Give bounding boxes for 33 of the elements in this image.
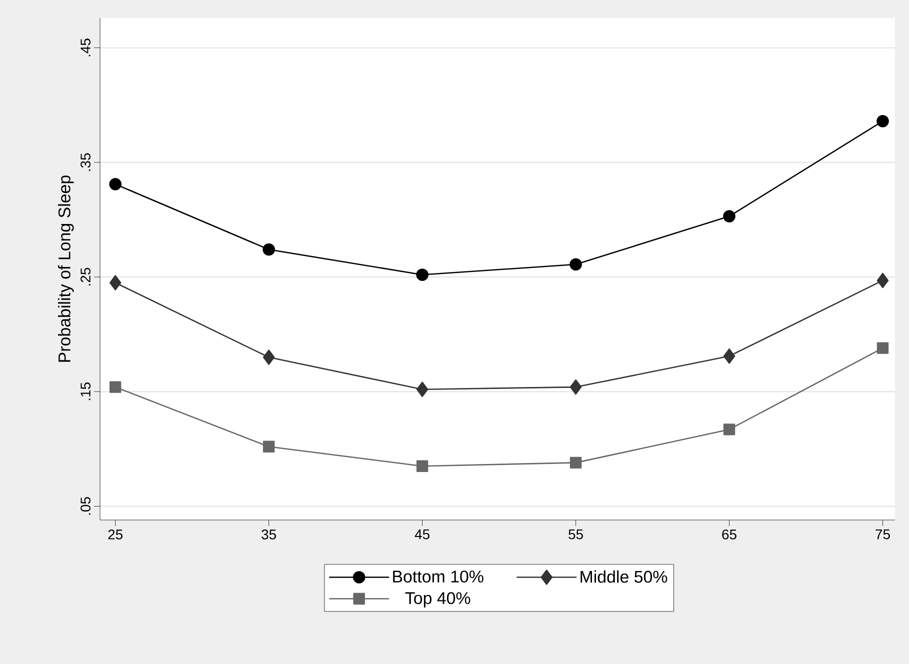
legend-label: Top 40% bbox=[405, 592, 470, 608]
x-tick-label: 65 bbox=[722, 530, 736, 540]
y-tick-label: .15 bbox=[80, 382, 90, 400]
point bbox=[723, 210, 736, 222]
y-tick-label: .35 bbox=[80, 153, 90, 171]
point bbox=[723, 424, 736, 436]
x-tick-label: 35 bbox=[262, 530, 276, 540]
y-axis-title: Probability of Long Sleep bbox=[58, 176, 74, 362]
legend-label: Bottom 10% bbox=[393, 570, 484, 583]
y-tick-label: .25 bbox=[80, 268, 90, 286]
x-tick-label: 25 bbox=[108, 530, 123, 540]
point bbox=[876, 272, 889, 288]
x-tick-label: 55 bbox=[568, 530, 583, 540]
point bbox=[416, 382, 428, 397]
y-tick-label: .05 bbox=[80, 497, 90, 515]
point bbox=[416, 460, 428, 472]
point bbox=[110, 381, 122, 393]
x-tick-label: 75 bbox=[876, 530, 890, 540]
point bbox=[262, 243, 275, 256]
point bbox=[570, 379, 582, 395]
y-tick-label: .45 bbox=[80, 38, 90, 56]
point bbox=[570, 456, 582, 469]
point bbox=[262, 440, 275, 452]
point bbox=[570, 258, 582, 271]
point bbox=[416, 268, 428, 281]
legend-label: Middle 50% bbox=[580, 570, 668, 583]
point bbox=[109, 275, 122, 290]
point bbox=[262, 350, 275, 365]
point bbox=[723, 348, 736, 364]
point bbox=[109, 178, 122, 190]
point bbox=[876, 114, 889, 128]
point bbox=[876, 342, 889, 354]
x-tick-label: 45 bbox=[414, 530, 430, 540]
